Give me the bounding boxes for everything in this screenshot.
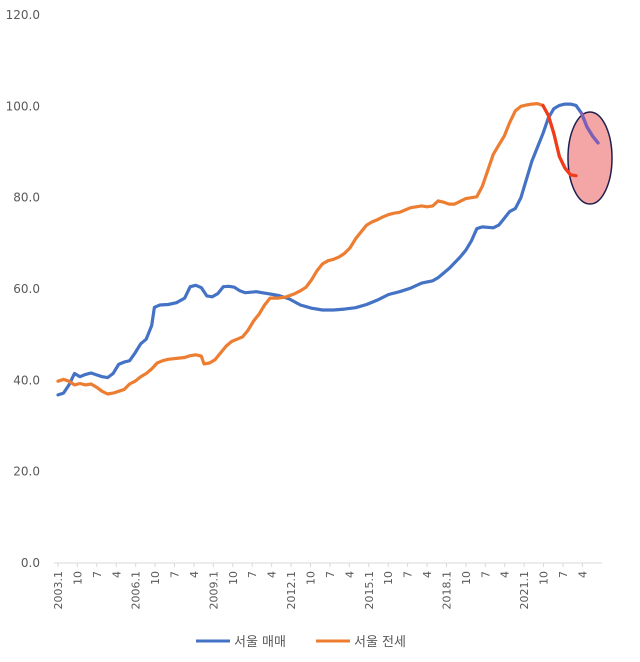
x-tick-label: 2021.1	[518, 571, 531, 610]
x-axis: 2003.1 10 7 4 2006.1 10 7 4 2009.1 10 7 4 2012.1 10 7 4…	[52, 563, 589, 610]
x-tick-label: 2012.1	[285, 571, 298, 610]
x-tick-label: 10	[382, 571, 395, 585]
x-tick-label: 10	[305, 571, 318, 585]
x-tick-label: 2018.1	[440, 571, 453, 610]
x-tick-label: 10	[227, 571, 240, 585]
y-tick-label: 20.0	[13, 465, 40, 479]
highlight-ellipse	[567, 111, 613, 205]
x-tick-label: 10	[538, 571, 551, 585]
series-line-jeonse	[56, 102, 578, 396]
x-tick-label: 7	[324, 571, 337, 578]
x-tick-label: 10	[149, 571, 162, 585]
x-tick-label: 7	[479, 571, 492, 578]
x-tick-label: 7	[246, 571, 259, 578]
y-tick-label: 100.0	[6, 99, 40, 113]
x-tick-label: 4	[110, 571, 123, 578]
x-tick-label: 4	[576, 571, 589, 578]
x-tick-label: 7	[91, 571, 104, 578]
series-tail-jeonse	[541, 103, 578, 178]
x-tick-label: 10	[460, 571, 473, 585]
highlight-ellipse-group	[567, 111, 613, 205]
x-tick-label: 4	[499, 571, 512, 578]
legend-label: 서울 매매	[234, 635, 286, 650]
legend-label: 서울 전세	[354, 635, 406, 650]
x-tick-label: 7	[557, 571, 570, 578]
y-tick-label: 0.0	[21, 556, 40, 570]
x-tick-label: 4	[421, 571, 434, 578]
x-tick-label: 2009.1	[207, 571, 220, 610]
x-tick-label: 7	[169, 571, 182, 578]
y-axis: 0.0 20.0 40.0 60.0 80.0 100.0 120.0	[6, 8, 40, 570]
x-tick-label: 2006.1	[130, 571, 143, 610]
x-tick-label: 7	[402, 571, 415, 578]
x-tick-label: 2015.1	[363, 571, 376, 610]
y-tick-label: 40.0	[13, 373, 40, 387]
x-tick-label: 4	[266, 571, 279, 578]
legend: 서울 매매 서울 전세	[196, 635, 406, 650]
x-tick-label: 10	[71, 571, 84, 585]
y-tick-label: 120.0	[6, 8, 40, 22]
x-tick-label: 4	[343, 571, 356, 578]
series-layer	[56, 102, 600, 397]
x-tick-label: 2003.1	[52, 571, 65, 610]
series-line-sale	[56, 102, 600, 397]
series-tail-sale	[579, 111, 600, 145]
x-tick-label: 4	[188, 571, 201, 578]
y-tick-label: 80.0	[13, 191, 40, 205]
y-tick-label: 60.0	[13, 282, 40, 296]
